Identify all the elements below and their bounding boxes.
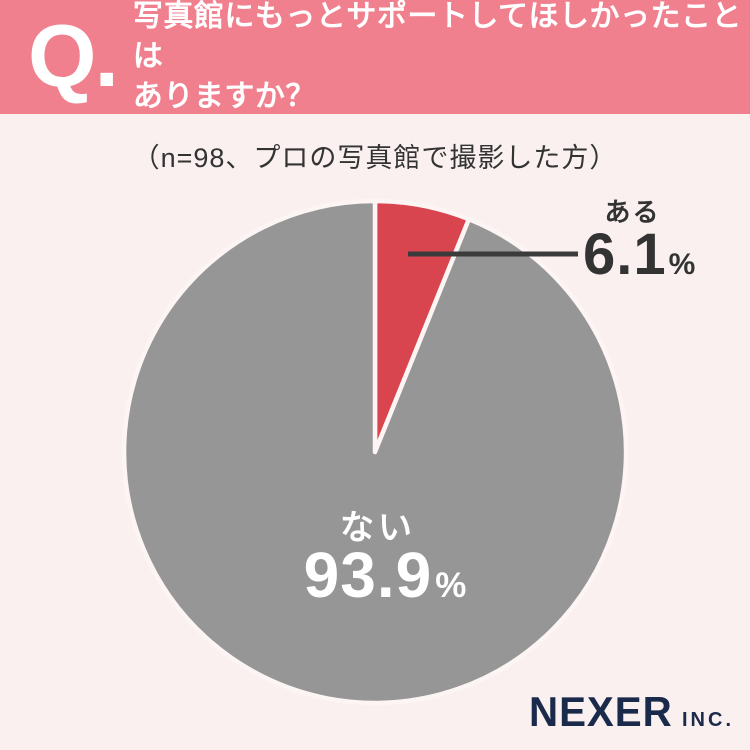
slice-label-no: ない	[340, 509, 416, 547]
slice-value-yes-unit: %	[668, 248, 696, 281]
question-title-line1: 写真館にもっとサポートしてほしかったことは	[132, 0, 743, 73]
slice-value-no-unit: %	[435, 566, 467, 605]
question-title-line2: ありますか？	[132, 80, 316, 113]
q-mark: Q.	[28, 6, 119, 105]
question-header: Q. 写真館にもっとサポートしてほしかったことは ありますか？	[0, 0, 750, 114]
nexer-logo-suffix: INC.	[682, 709, 734, 731]
slice-value-yes: 6.1%	[583, 221, 695, 288]
slice-label-yes: ある	[604, 197, 661, 227]
slice-value-no: 93.9%	[225, 538, 545, 612]
slice-value-no-number: 93.9	[303, 539, 433, 611]
slice-value-yes-number: 6.1	[583, 222, 667, 287]
pie-slice-no	[121, 198, 629, 706]
nexer-logo-name: NEXER	[529, 688, 673, 735]
sample-size-note: （n=98、プロの写真館で撮影した方）	[132, 143, 618, 173]
nexer-logo: NEXER INC.	[523, 688, 734, 736]
question-title: 写真館にもっとサポートしてほしかったことは ありますか？	[133, 0, 750, 117]
